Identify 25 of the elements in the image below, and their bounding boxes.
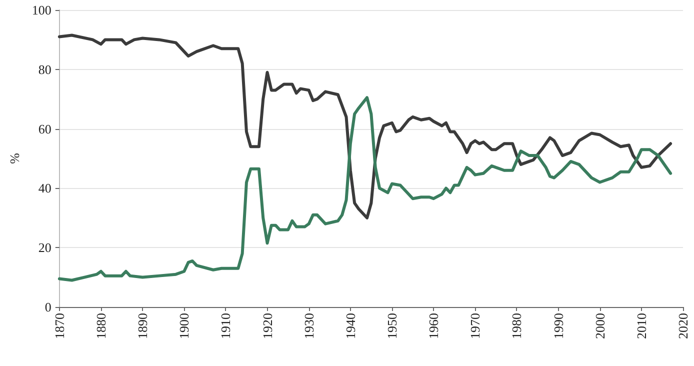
x-tick-label: 2020 bbox=[676, 313, 690, 339]
x-tick-label: 1930 bbox=[301, 313, 316, 339]
x-tick-label: 1880 bbox=[93, 313, 108, 339]
y-tick-label: 20 bbox=[38, 240, 52, 256]
x-tick-label: 1990 bbox=[550, 313, 566, 339]
y-tick-label: 0 bbox=[44, 300, 52, 314]
x-tick-label: 1940 bbox=[342, 313, 358, 339]
x-tick-label: 1900 bbox=[176, 313, 192, 339]
x-tick-label: 1890 bbox=[135, 313, 150, 339]
x-tick-label: 1960 bbox=[426, 313, 442, 339]
x-tick-label: 2010 bbox=[634, 313, 649, 339]
x-tick-label: 1950 bbox=[384, 313, 400, 339]
x-tick-label: 1920 bbox=[260, 313, 275, 339]
x-tick-label: 1870 bbox=[52, 313, 67, 339]
x-tick-label: 1970 bbox=[468, 313, 483, 339]
y-tick-label: 40 bbox=[38, 180, 52, 196]
y-axis-title: % bbox=[7, 152, 22, 164]
line-series bbox=[58, 96, 672, 282]
y-tick-label: 60 bbox=[38, 121, 52, 136]
y-tick-label: 100 bbox=[32, 2, 52, 18]
x-tick-label: 1910 bbox=[218, 313, 234, 339]
x-tick-label: 1980 bbox=[509, 313, 524, 339]
y-tick-label: 80 bbox=[38, 62, 52, 77]
x-tick-label: 2000 bbox=[592, 313, 608, 339]
line-series bbox=[58, 34, 672, 220]
